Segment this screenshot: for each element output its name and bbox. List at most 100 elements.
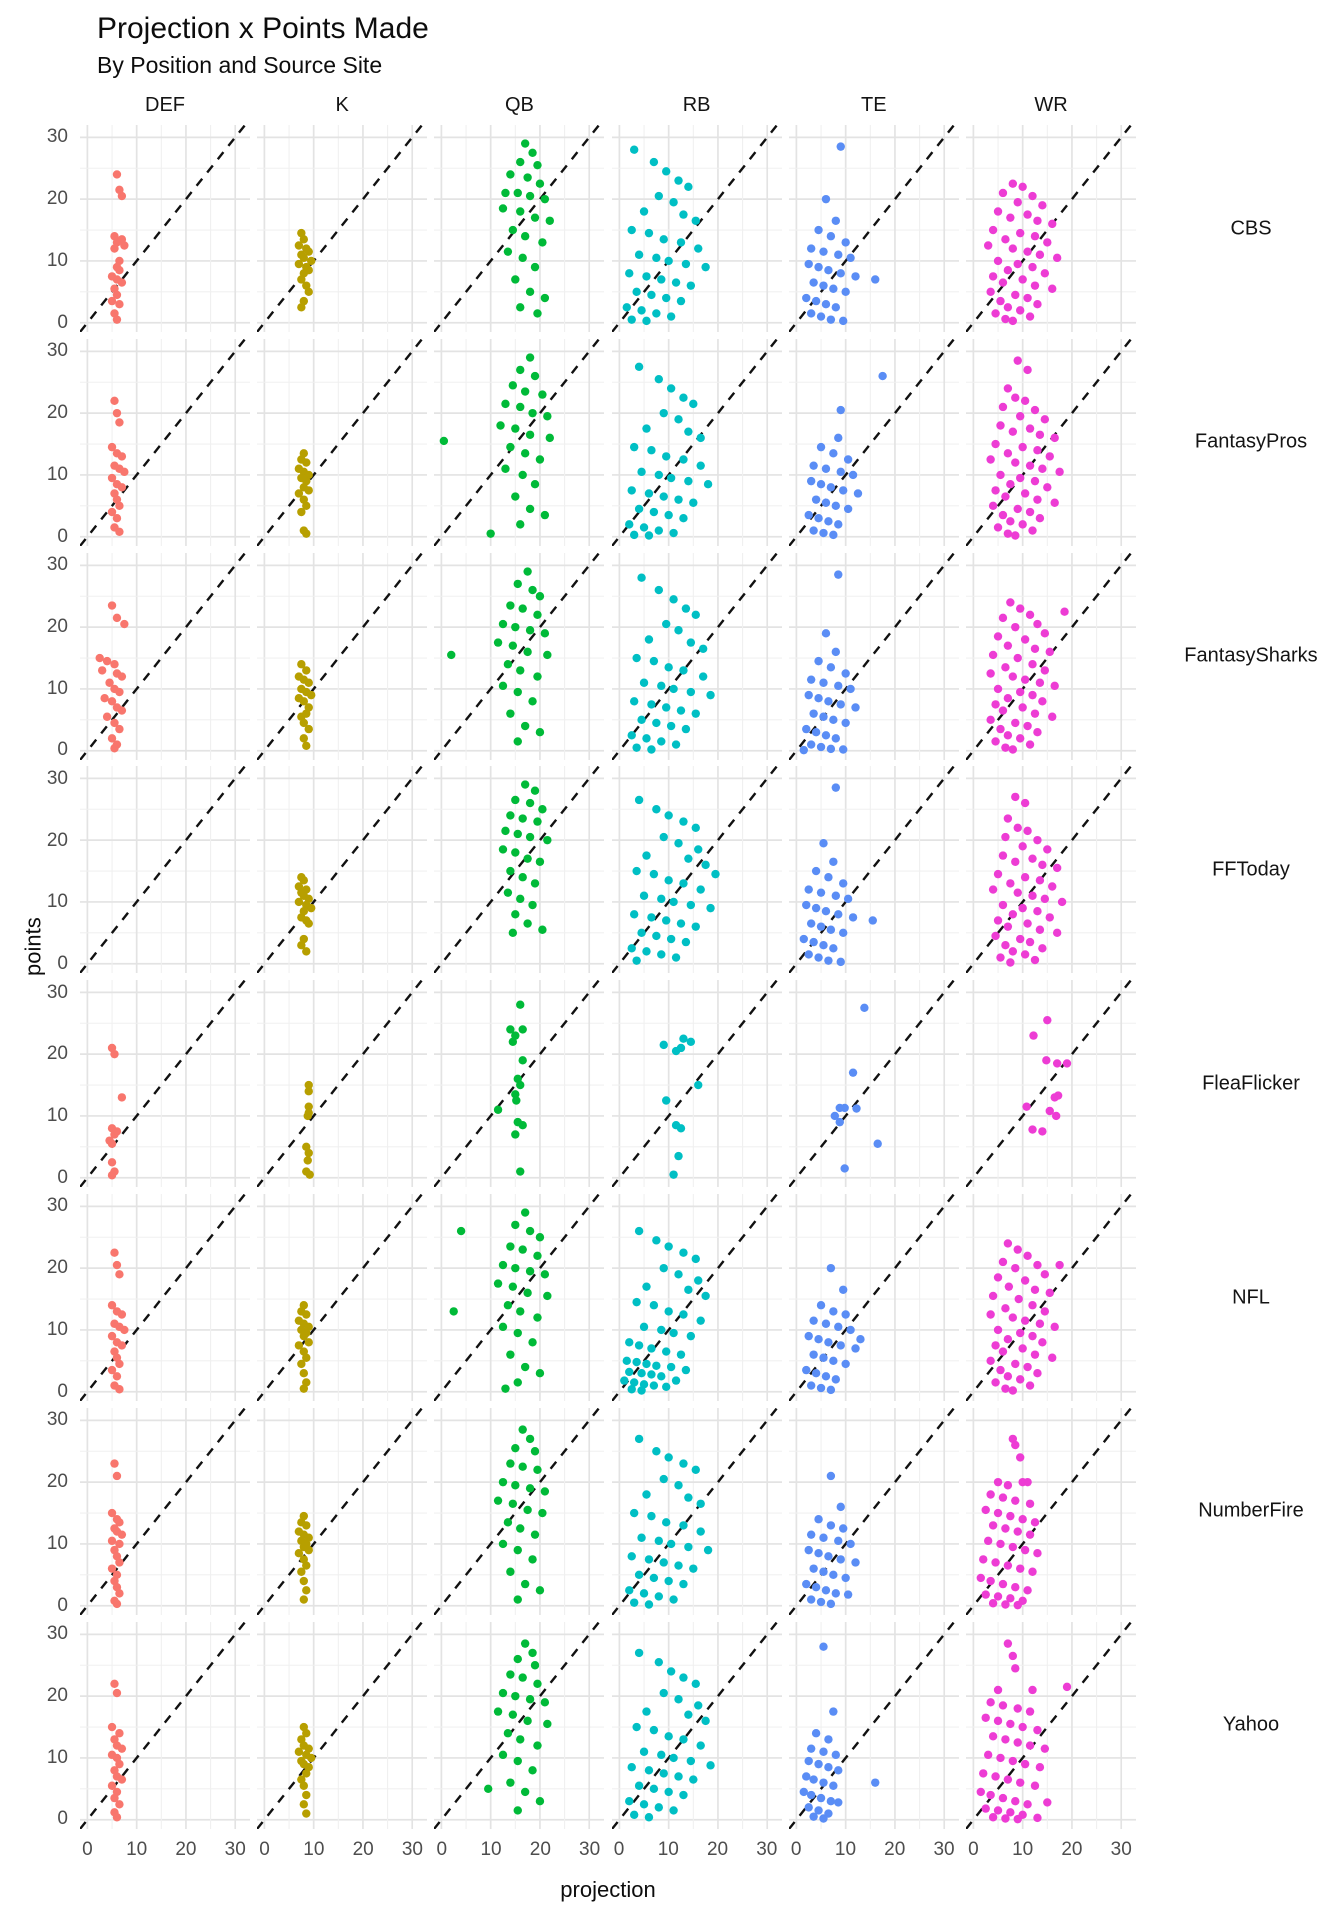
data-point bbox=[1040, 1270, 1050, 1279]
data-point bbox=[701, 861, 710, 870]
y-tick-label: 0 bbox=[57, 1808, 68, 1830]
data-point bbox=[639, 1588, 648, 1598]
data-point bbox=[821, 1319, 830, 1328]
x-tick-label: 10 bbox=[1012, 1838, 1034, 1860]
data-point bbox=[1008, 947, 1018, 956]
data-point bbox=[115, 1517, 124, 1527]
data-point bbox=[1030, 1350, 1040, 1359]
data-point bbox=[824, 1338, 833, 1347]
data-point bbox=[824, 1734, 833, 1744]
data-point bbox=[499, 845, 508, 855]
data-point bbox=[299, 696, 309, 706]
data-point bbox=[819, 1747, 828, 1756]
data-point bbox=[821, 498, 830, 507]
data-point bbox=[1006, 516, 1015, 526]
data-point bbox=[641, 272, 651, 281]
panel-cbs-k bbox=[257, 125, 428, 332]
data-point bbox=[656, 1325, 666, 1335]
panel-fftoday-wr bbox=[966, 766, 1136, 974]
data-point bbox=[533, 160, 543, 170]
data-point bbox=[678, 665, 688, 675]
data-point bbox=[1053, 1091, 1063, 1100]
data-point bbox=[531, 262, 540, 272]
data-point bbox=[1018, 1514, 1027, 1524]
data-point bbox=[102, 712, 112, 721]
data-point bbox=[304, 1087, 314, 1096]
data-point bbox=[841, 287, 850, 297]
data-point bbox=[303, 1111, 313, 1121]
data-point bbox=[993, 1805, 1003, 1815]
data-point bbox=[656, 736, 666, 746]
data-point bbox=[511, 1480, 520, 1490]
data-point bbox=[506, 1669, 515, 1679]
data-point bbox=[1045, 1106, 1054, 1116]
panel-cbs-te bbox=[788, 125, 959, 332]
data-point bbox=[986, 668, 995, 678]
data-point bbox=[691, 610, 700, 619]
data-point bbox=[988, 501, 998, 510]
data-point bbox=[836, 699, 845, 709]
data-point bbox=[531, 371, 540, 381]
data-point bbox=[671, 278, 680, 287]
data-point bbox=[814, 513, 823, 523]
data-point bbox=[1016, 733, 1025, 743]
data-point bbox=[998, 613, 1008, 622]
data-point bbox=[678, 1034, 688, 1044]
data-point bbox=[661, 1517, 670, 1527]
data-point bbox=[1003, 641, 1013, 650]
data-point bbox=[979, 1554, 988, 1564]
data-point bbox=[624, 1367, 634, 1377]
data-point bbox=[681, 724, 690, 733]
data-point bbox=[828, 857, 838, 867]
data-point bbox=[112, 1372, 122, 1381]
data-point bbox=[1016, 687, 1025, 696]
data-point bbox=[811, 1582, 821, 1592]
data-point bbox=[809, 526, 818, 535]
data-point bbox=[1008, 910, 1018, 919]
data-point bbox=[1020, 634, 1030, 644]
data-point bbox=[297, 275, 306, 284]
data-point bbox=[1011, 531, 1020, 540]
data-point bbox=[649, 157, 658, 167]
data-point bbox=[1020, 396, 1030, 405]
data-point bbox=[993, 1273, 1003, 1282]
data-point bbox=[1001, 833, 1010, 842]
data-point bbox=[504, 1517, 513, 1527]
x-tick-label: 30 bbox=[224, 1838, 246, 1860]
data-point bbox=[703, 479, 712, 489]
data-point bbox=[641, 947, 651, 956]
data-point bbox=[102, 656, 112, 665]
data-point bbox=[120, 467, 129, 476]
data-point bbox=[494, 1279, 503, 1288]
data-point bbox=[646, 744, 656, 754]
data-point bbox=[1025, 1706, 1035, 1716]
data-point bbox=[654, 526, 663, 535]
data-point bbox=[656, 895, 666, 904]
data-point bbox=[110, 1050, 119, 1059]
data-point bbox=[634, 796, 643, 805]
data-point bbox=[873, 1139, 882, 1149]
data-point bbox=[531, 213, 540, 222]
data-point bbox=[678, 393, 688, 402]
data-point bbox=[294, 489, 304, 498]
data-point bbox=[112, 408, 122, 418]
data-point bbox=[107, 1331, 117, 1341]
page-subtitle: By Position and Source Site bbox=[97, 52, 383, 78]
x-tick-label: 20 bbox=[352, 1838, 374, 1860]
data-point bbox=[686, 1331, 695, 1341]
data-point bbox=[526, 191, 535, 201]
data-point bbox=[509, 641, 518, 650]
data-point bbox=[649, 1301, 658, 1310]
data-point bbox=[641, 1490, 651, 1499]
data-point bbox=[302, 947, 311, 956]
data-point bbox=[828, 1356, 838, 1366]
data-point bbox=[511, 424, 520, 433]
data-point bbox=[826, 662, 835, 672]
data-point bbox=[831, 891, 840, 901]
data-point bbox=[1028, 891, 1037, 901]
data-point bbox=[112, 170, 122, 179]
data-point bbox=[526, 1434, 535, 1443]
data-point bbox=[1018, 842, 1027, 851]
data-point bbox=[107, 1158, 117, 1167]
data-point bbox=[696, 1499, 705, 1508]
